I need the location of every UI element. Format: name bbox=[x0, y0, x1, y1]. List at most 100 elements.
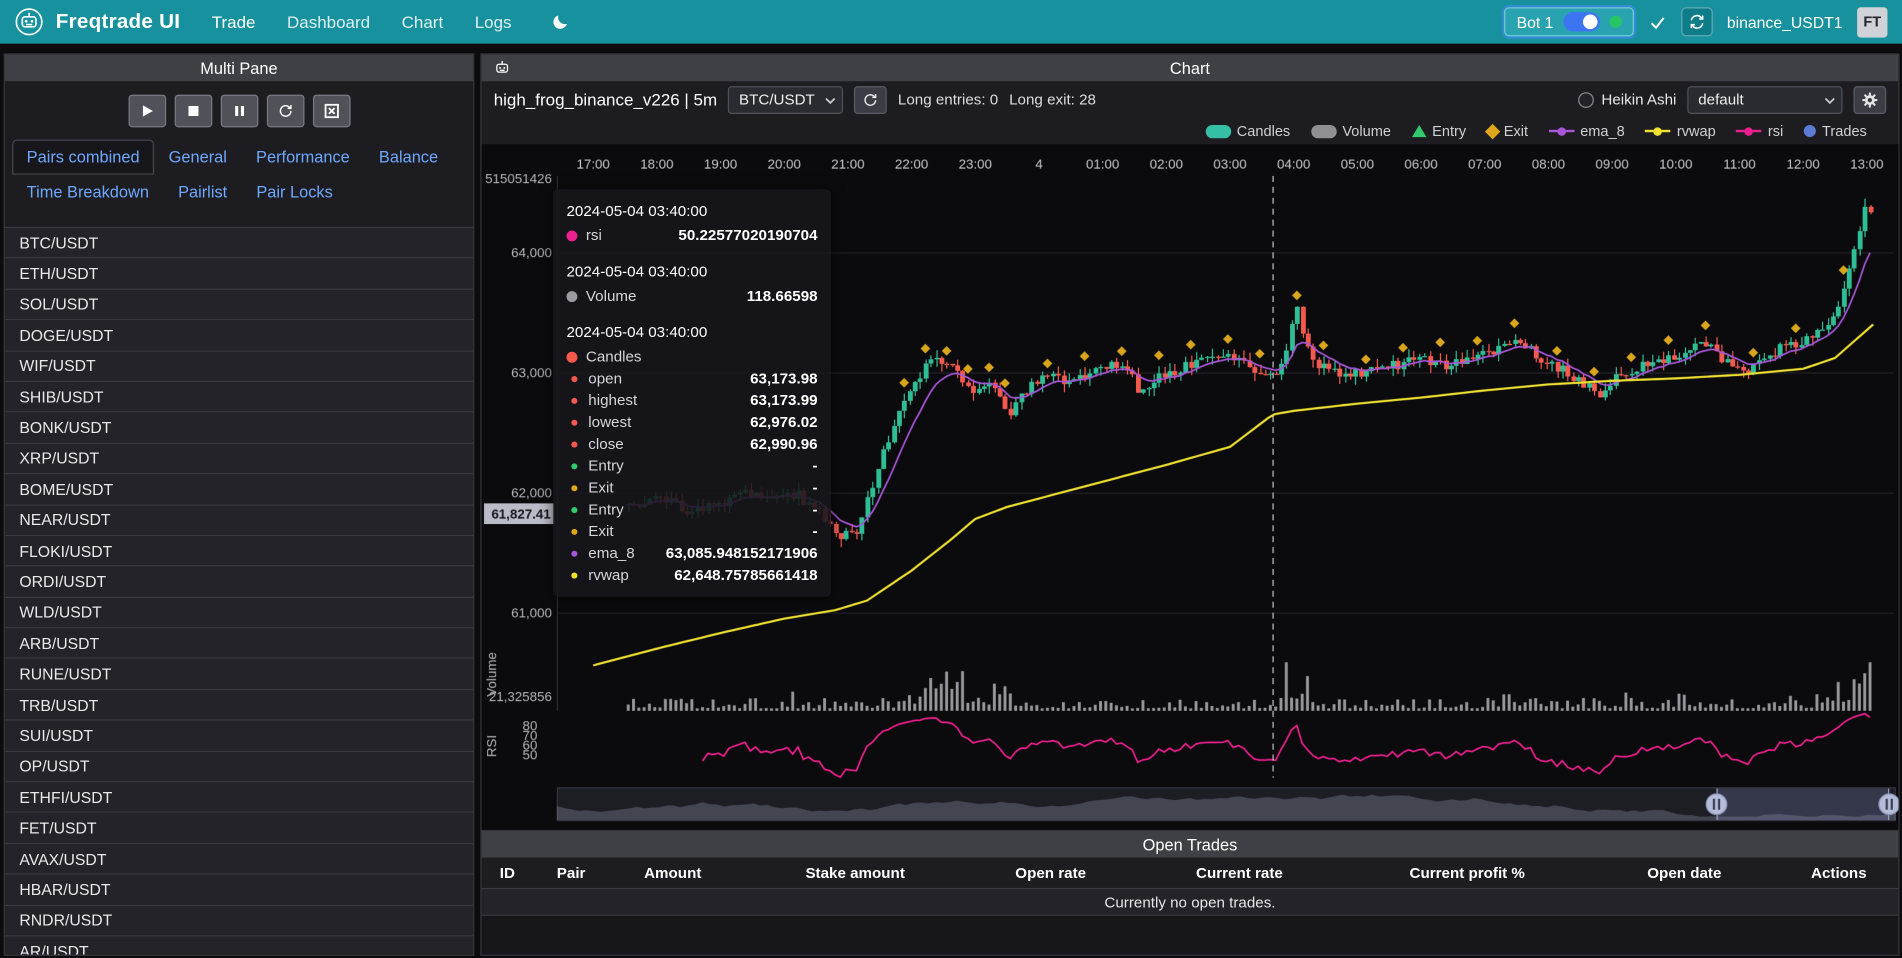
pair-row-bome-usdt[interactable]: BOME/USDT bbox=[4, 474, 474, 506]
pair-row-doge-usdt[interactable]: DOGE/USDT bbox=[4, 320, 474, 352]
series-dot bbox=[571, 571, 578, 578]
bot-check-icon[interactable] bbox=[1648, 13, 1666, 31]
tooltip-value: 62,990.96 bbox=[750, 435, 818, 453]
plot-config-select[interactable]: default bbox=[1687, 85, 1843, 114]
pair-row-ordi-usdt[interactable]: ORDI/USDT bbox=[4, 566, 474, 598]
legend-ema_8[interactable]: ema_8 bbox=[1548, 122, 1625, 140]
reload-config-button[interactable] bbox=[266, 94, 304, 128]
open-trades-title: Open Trades bbox=[481, 830, 1899, 858]
tooltip-label: close bbox=[588, 435, 624, 453]
close-trade-button[interactable] bbox=[312, 94, 350, 128]
pair-select[interactable]: BTC/USDT bbox=[728, 85, 844, 114]
pair-row-ar-usdt[interactable]: AR/USDT bbox=[4, 936, 474, 955]
tooltip-value: 62,648.75785661418 bbox=[674, 566, 818, 584]
pair-row-sui-usdt[interactable]: SUI/USDT bbox=[4, 720, 474, 752]
pair-row-arb-usdt[interactable]: ARB/USDT bbox=[4, 628, 474, 660]
pair-row-near-usdt[interactable]: NEAR/USDT bbox=[4, 505, 474, 537]
stop-bot-button[interactable] bbox=[174, 94, 212, 128]
tooltip-row: Entry - bbox=[566, 499, 818, 521]
tooltip-timestamp: 2024-05-04 03:40:00 bbox=[566, 263, 708, 281]
heikin-ashi-toggle[interactable]: Heikin Ashi bbox=[1578, 91, 1676, 108]
nav-link-dashboard[interactable]: Dashboard bbox=[287, 12, 371, 32]
open-trades-body bbox=[481, 915, 1899, 955]
tooltip-row: open 63,173.98 bbox=[566, 368, 818, 390]
chart-title: Chart bbox=[1169, 58, 1210, 78]
multi-pane-panel: Multi Pane Pairs combined General Performa… bbox=[3, 53, 475, 956]
series-dot bbox=[571, 484, 578, 491]
tab-pairs-combined[interactable]: Pairs combined bbox=[12, 139, 155, 175]
avatar[interactable]: FT bbox=[1857, 6, 1888, 37]
pair-row-ethfi-usdt[interactable]: ETHFI/USDT bbox=[4, 782, 474, 814]
long-entries-label: Long entries: 0 bbox=[897, 90, 999, 108]
legend-trades[interactable]: Trades bbox=[1803, 123, 1867, 139]
heikin-ashi-checkbox[interactable] bbox=[1578, 91, 1595, 108]
tooltip-label: rsi bbox=[585, 226, 602, 244]
global-refresh-button[interactable] bbox=[1680, 7, 1713, 37]
pair-row-shib-usdt[interactable]: SHIB/USDT bbox=[4, 382, 474, 413]
legend-candles[interactable]: Candles bbox=[1205, 123, 1290, 139]
tab-pairlist[interactable]: Pairlist bbox=[178, 183, 228, 202]
legend-label: rvwap bbox=[1676, 122, 1716, 140]
bot-selector[interactable]: Bot 1 bbox=[1504, 7, 1634, 37]
tab-pair-locks[interactable]: Pair Locks bbox=[256, 183, 333, 202]
pair-row-eth-usdt[interactable]: ETH/USDT bbox=[4, 258, 474, 290]
bot-toggle[interactable] bbox=[1563, 12, 1600, 32]
chart-region: 2024-05-04 03:40:00 rsi 50.22577020190704 2… bbox=[481, 144, 1899, 830]
pane-controls bbox=[5, 81, 473, 139]
pair-row-avax-usdt[interactable]: AVAX/USDT bbox=[4, 844, 474, 875]
legend-volume[interactable]: Volume bbox=[1310, 123, 1391, 139]
entry-legend-icon bbox=[1411, 124, 1427, 138]
pair-row-trb-usdt[interactable]: TRB/USDT bbox=[4, 690, 474, 721]
legend-entry[interactable]: Entry bbox=[1411, 123, 1466, 139]
series-dot bbox=[571, 375, 578, 382]
tab-time-breakdown[interactable]: Time Breakdown bbox=[26, 183, 149, 202]
multi-pane-title: Multi Pane bbox=[4, 54, 474, 82]
legend-exit[interactable]: Exit bbox=[1484, 123, 1528, 139]
open-trades-empty-row: Currently no open trades. bbox=[481, 889, 1899, 916]
tab-performance[interactable]: Performance bbox=[256, 147, 350, 167]
series-dot bbox=[571, 528, 578, 535]
pair-row-floki-usdt[interactable]: FLOKI/USDT bbox=[4, 536, 474, 567]
pair-row-fet-usdt[interactable]: FET/USDT bbox=[4, 813, 474, 845]
tooltip-value: - bbox=[812, 522, 818, 540]
chart-panel: Chart high_frog_binance_v226 | 5m BTC/US… bbox=[480, 53, 1900, 956]
robot-icon bbox=[494, 59, 511, 76]
candles-legend-icon bbox=[1205, 124, 1231, 138]
navbar: Freqtrade UI Trade Dashboard Chart Logs Bot… bbox=[0, 0, 1902, 44]
pause-bot-button[interactable] bbox=[220, 94, 258, 128]
tooltip-timestamp: 2024-05-04 03:40:00 bbox=[566, 202, 708, 220]
pair-row-wld-usdt[interactable]: WLD/USDT bbox=[4, 597, 474, 629]
pair-row-wif-usdt[interactable]: WIF/USDT bbox=[4, 351, 474, 383]
tooltip-value: 50.22577020190704 bbox=[678, 226, 818, 244]
col-pair: Pair bbox=[556, 864, 586, 882]
start-bot-button[interactable] bbox=[127, 94, 166, 128]
pair-row-rune-usdt[interactable]: RUNE/USDT bbox=[4, 659, 474, 691]
series-dot bbox=[566, 290, 578, 302]
series-dot bbox=[571, 397, 578, 404]
legend-label: ema_8 bbox=[1580, 122, 1625, 140]
legend-rvwap[interactable]: rvwap bbox=[1645, 122, 1716, 140]
nav-link-chart[interactable]: Chart bbox=[401, 12, 444, 32]
chart-refresh-button[interactable] bbox=[854, 85, 887, 114]
legend-rsi[interactable]: rsi bbox=[1736, 123, 1783, 139]
tooltip-row: Exit - bbox=[566, 520, 818, 542]
pair-row-xrp-usdt[interactable]: XRP/USDT bbox=[4, 443, 474, 475]
tooltip-row: rvwap 62,648.75785661418 bbox=[566, 564, 818, 586]
tooltip-row: close 62,990.96 bbox=[566, 433, 818, 455]
series-dot bbox=[566, 351, 578, 363]
nav-link-trade[interactable]: Trade bbox=[211, 12, 256, 32]
pair-row-sol-usdt[interactable]: SOL/USDT bbox=[4, 289, 474, 321]
tab-general[interactable]: General bbox=[168, 147, 227, 167]
pair-row-op-usdt[interactable]: OP/USDT bbox=[4, 751, 474, 783]
pair-row-rndr-usdt[interactable]: RNDR/USDT bbox=[4, 905, 474, 937]
volume-legend-icon bbox=[1310, 124, 1337, 138]
pair-row-btc-usdt[interactable]: BTC/USDT bbox=[4, 228, 474, 259]
pair-row-bonk-usdt[interactable]: BONK/USDT bbox=[4, 412, 474, 444]
theme-toggle-icon[interactable] bbox=[550, 12, 569, 31]
col-stake-amount: Stake amount bbox=[805, 864, 905, 882]
nav-link-logs[interactable]: Logs bbox=[474, 12, 512, 32]
tooltip-label: Exit bbox=[588, 479, 614, 497]
pair-row-hbar-usdt[interactable]: HBAR/USDT bbox=[4, 874, 474, 906]
plot-settings-button[interactable] bbox=[1853, 85, 1887, 114]
tab-balance[interactable]: Balance bbox=[378, 147, 439, 167]
